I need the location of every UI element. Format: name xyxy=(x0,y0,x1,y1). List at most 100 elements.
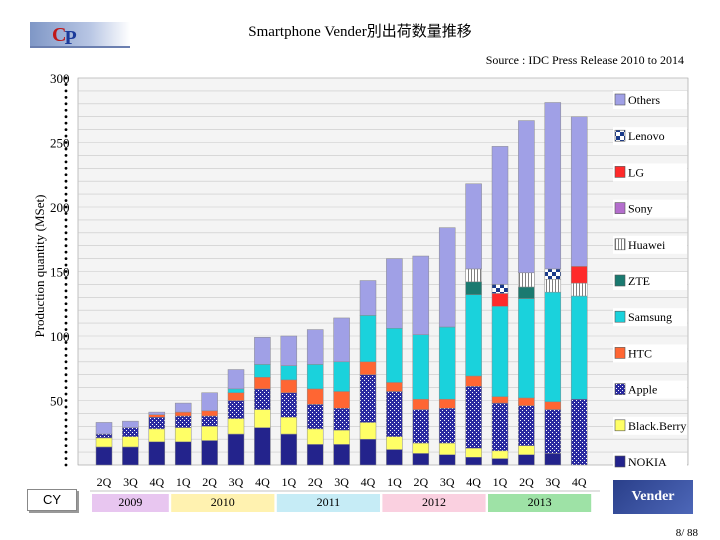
bar-segment-apple xyxy=(174,415,192,428)
bar-segment-samsung xyxy=(570,295,588,400)
logo-c: C xyxy=(52,24,67,46)
bar-segment-blackberry xyxy=(201,426,218,441)
axis-dot xyxy=(64,399,68,402)
bar-segment-nokia xyxy=(254,427,271,466)
x-tick-label: 1Q xyxy=(387,475,402,489)
axis-dot xyxy=(64,418,68,422)
bar-segment-apple xyxy=(333,407,350,431)
axis-dot xyxy=(64,218,68,222)
chart-title: Smartphone Vender別出荷数量推移 xyxy=(248,24,472,40)
legend-label: Apple xyxy=(628,383,657,397)
bar-segment-samsung xyxy=(254,364,271,378)
bar-segment-samsung xyxy=(438,326,456,400)
bar-segment-lg xyxy=(570,266,588,284)
bar-segment-apple xyxy=(280,392,298,418)
bar-segment-nokia xyxy=(95,446,113,466)
bar-segment-others xyxy=(280,335,298,366)
x-tick-label: 3Q xyxy=(334,475,349,489)
axis-dot xyxy=(64,179,68,183)
bar-segment-others xyxy=(412,255,430,335)
bar-segment-htc xyxy=(148,414,166,418)
axis-dot xyxy=(64,212,68,215)
x-tick-label: 4Q xyxy=(361,475,376,489)
bar-segment-blackberry xyxy=(412,442,430,454)
x-tick-label: 1Q xyxy=(281,475,296,489)
axis-dot xyxy=(64,444,68,448)
x-tick-label: 2Q xyxy=(308,475,323,489)
vender-button[interactable]: Vender xyxy=(613,480,693,514)
legend-label: Huawei xyxy=(628,238,666,252)
bar-segment-nokia xyxy=(306,444,324,466)
axis-dot xyxy=(64,373,68,377)
axis-dot xyxy=(64,450,68,454)
bar-segment-htc xyxy=(201,410,218,417)
bar-segment-htc xyxy=(491,396,509,404)
legend-swatch xyxy=(614,419,626,432)
bar-segment-htc xyxy=(254,377,271,390)
axis-dot xyxy=(64,147,68,151)
bar-segment-blackberry xyxy=(518,445,535,455)
axis-dot xyxy=(64,392,68,396)
legend-item xyxy=(613,416,687,435)
bar-segment-apple xyxy=(570,398,588,466)
legend-swatch xyxy=(614,455,626,468)
bar-segment-others xyxy=(201,392,218,412)
legend-item xyxy=(613,127,687,146)
legend-item xyxy=(613,380,687,399)
axis-dot xyxy=(64,102,68,106)
bar-segment-nokia xyxy=(412,453,430,466)
bar-segment-blackberry xyxy=(148,428,166,443)
axis-dot xyxy=(64,115,68,119)
y-tick-label: 100 xyxy=(50,329,70,344)
cy-label: CY xyxy=(27,489,77,511)
legend-label: LG xyxy=(628,165,644,179)
legend-swatch xyxy=(614,310,626,323)
bar-segment-samsung xyxy=(465,294,482,377)
axis-dot xyxy=(64,353,68,357)
bar-segment-apple xyxy=(544,409,562,454)
legend-item xyxy=(613,272,687,290)
axis-dot xyxy=(64,386,68,389)
year-label: 2011 xyxy=(317,495,341,509)
bar-segment-nokia xyxy=(201,440,218,466)
bar-segment-samsung xyxy=(518,298,535,399)
bar-segment-lenovo xyxy=(491,284,509,294)
bar-segment-samsung xyxy=(227,388,245,394)
bar-segment-others xyxy=(465,183,482,270)
legend-item xyxy=(613,199,687,218)
axis-dot xyxy=(64,128,68,132)
x-tick-label: 3Q xyxy=(545,475,560,489)
bar-segment-others xyxy=(95,422,113,435)
axis-dot xyxy=(64,328,68,331)
bar-segment-nokia xyxy=(122,446,139,466)
bar-segment-blackberry xyxy=(174,427,192,443)
x-tick-label: 3Q xyxy=(440,475,455,489)
bar-segment-samsung xyxy=(306,364,324,390)
x-tick-label: 1Q xyxy=(493,475,508,489)
axis-dot xyxy=(64,379,68,383)
axis-dot xyxy=(64,289,68,293)
axis-dot xyxy=(64,192,68,196)
bar-segment-samsung xyxy=(280,365,298,381)
axis-dot xyxy=(64,244,68,248)
axis-dot xyxy=(64,76,68,80)
legend-swatch xyxy=(614,383,626,395)
bar-segment-apple xyxy=(386,391,403,437)
bar-segment-blackberry xyxy=(359,422,377,440)
axis-dot xyxy=(64,424,68,428)
bar-segment-blackberry xyxy=(306,428,324,445)
legend-item xyxy=(613,308,687,327)
year-band xyxy=(92,494,169,512)
axis-dot xyxy=(64,263,68,267)
bar-segment-others xyxy=(359,280,377,316)
bar-segment-htc xyxy=(359,361,377,375)
bar-segment-others xyxy=(438,227,456,328)
axis-dot xyxy=(64,431,68,435)
legend-swatch xyxy=(614,202,626,214)
bar-segment-htc xyxy=(386,382,403,392)
bar-segment-apple xyxy=(465,386,482,449)
axis-dot xyxy=(64,89,68,93)
axis-dot xyxy=(64,405,68,409)
axis-dot xyxy=(64,308,68,312)
